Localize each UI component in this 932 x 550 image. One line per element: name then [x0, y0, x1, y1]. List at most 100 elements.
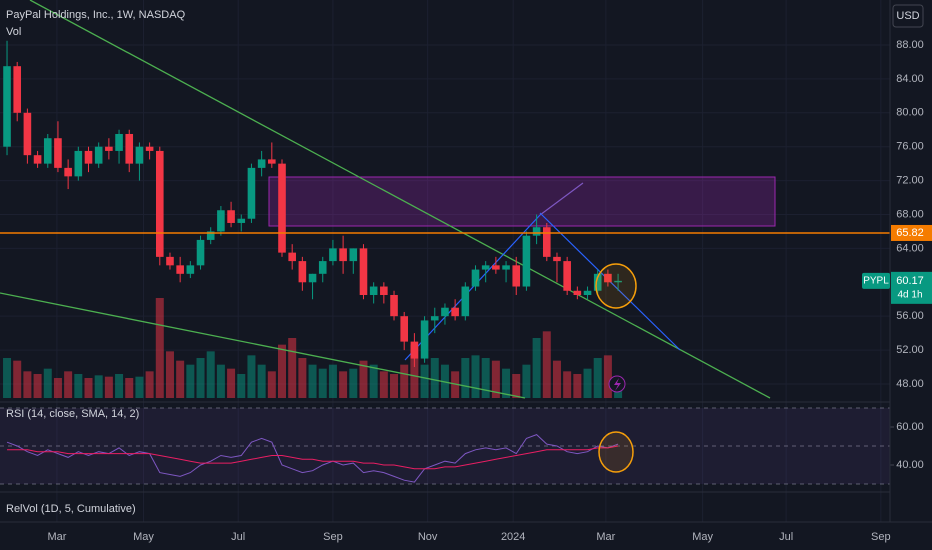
y-tick-label: 52.00 [896, 344, 924, 356]
candle-body [318, 261, 327, 274]
volume-bar [278, 344, 287, 398]
candle-body [268, 159, 276, 164]
lightning-icon [614, 378, 621, 391]
candle-body [166, 256, 174, 266]
x-tick-label: May [133, 531, 154, 543]
volume-bar [603, 355, 612, 398]
level-label-box [891, 224, 932, 241]
x-tick-label: Jul [779, 531, 793, 543]
candle-body [339, 248, 347, 262]
candle-body [247, 167, 256, 219]
grid [0, 0, 890, 522]
candle-body [206, 231, 215, 240]
volume-bar [552, 360, 561, 398]
candle-body [257, 159, 266, 168]
candle-body [604, 273, 612, 283]
candle-body [390, 295, 398, 317]
candle-body [196, 239, 205, 266]
candle-body [359, 248, 368, 295]
x-tick-label: Sep [323, 531, 343, 543]
last-price-box [891, 271, 932, 304]
candle-body [522, 235, 531, 287]
rsi-band [0, 408, 890, 484]
relvol-title: RelVol (1D, 5, Cumulative) [6, 503, 136, 515]
volume-bar [481, 358, 490, 398]
y-tick-label: 40.00 [896, 459, 924, 471]
candle-body [329, 248, 337, 262]
candle-body [420, 320, 429, 359]
y-tick-label: 68.00 [896, 208, 924, 220]
currency-button[interactable] [892, 4, 924, 28]
candle-body [94, 146, 103, 164]
volume-bar [308, 364, 317, 398]
highlight-circle [598, 431, 634, 473]
volume-bar [583, 368, 592, 398]
level-label: 65.82 [896, 227, 924, 239]
volume-bar [410, 344, 419, 398]
candle-body [614, 280, 622, 283]
volume-bar [3, 358, 12, 398]
candle-body [512, 265, 521, 287]
volume-bar [267, 371, 276, 398]
candle-body [176, 265, 184, 274]
volume-bar [13, 360, 22, 398]
candle-body [308, 273, 317, 283]
candle-body [237, 218, 246, 223]
rsi-line [7, 445, 619, 470]
last-price: 60.17 [896, 275, 924, 287]
volume-bar [420, 364, 429, 398]
candle-body [349, 248, 358, 262]
candle-body [583, 290, 592, 295]
candle-body [23, 112, 32, 156]
symbol-title: PayPal Holdings, Inc., 1W, NASDAQ [6, 9, 186, 21]
candle-body [13, 66, 22, 113]
trend-line [539, 182, 584, 216]
volume-bar [593, 358, 602, 398]
candle-body [563, 261, 571, 291]
volume-bar [400, 364, 409, 398]
highlight-circle [595, 263, 637, 309]
x-tick-label: Mar [596, 531, 615, 543]
volume-bar [502, 368, 511, 398]
volume-bar [349, 368, 358, 398]
volume-bar [227, 368, 236, 398]
volume-label: Vol [6, 26, 21, 38]
volume-bar [84, 378, 93, 398]
y-tick-label: 48.00 [896, 378, 924, 390]
volume-bar [33, 374, 42, 398]
candle-body [502, 265, 510, 270]
volume-bar [206, 351, 215, 398]
axes: Mar May Jul Sep Nov 2024 Mar May Jul Sep 88.00 84.0… [47, 39, 932, 543]
y-tick-label: 56.00 [896, 310, 924, 322]
x-tick-label: Sep [871, 531, 891, 543]
volume-bar [563, 371, 572, 398]
volume-bar [104, 376, 113, 398]
candle-body [288, 252, 296, 262]
volume-bar [216, 364, 225, 398]
currency: USD [896, 10, 919, 22]
candle-body [410, 341, 419, 359]
candle-body [3, 66, 11, 147]
volume-bar [74, 374, 83, 398]
volume-bar [145, 371, 154, 398]
y-tick-label: 84.00 [896, 73, 924, 85]
symbol-label: PYPL [863, 275, 889, 286]
volume-bar [430, 358, 439, 398]
volume-bar [298, 358, 307, 398]
candles [0, 40, 890, 368]
candle-body [380, 286, 388, 295]
volume-bar [532, 338, 541, 398]
symbol-box [862, 272, 890, 289]
volume-bar [288, 338, 297, 398]
candle-body [115, 133, 123, 151]
volume-bar [318, 368, 327, 398]
volume-bar [573, 374, 582, 398]
candle-body [186, 265, 195, 274]
candle-body [542, 227, 551, 257]
countdown: 4d 1h [897, 289, 922, 300]
candle-body [451, 307, 459, 317]
volume-bar [135, 376, 144, 398]
y-tick-label: 80.00 [896, 107, 924, 119]
